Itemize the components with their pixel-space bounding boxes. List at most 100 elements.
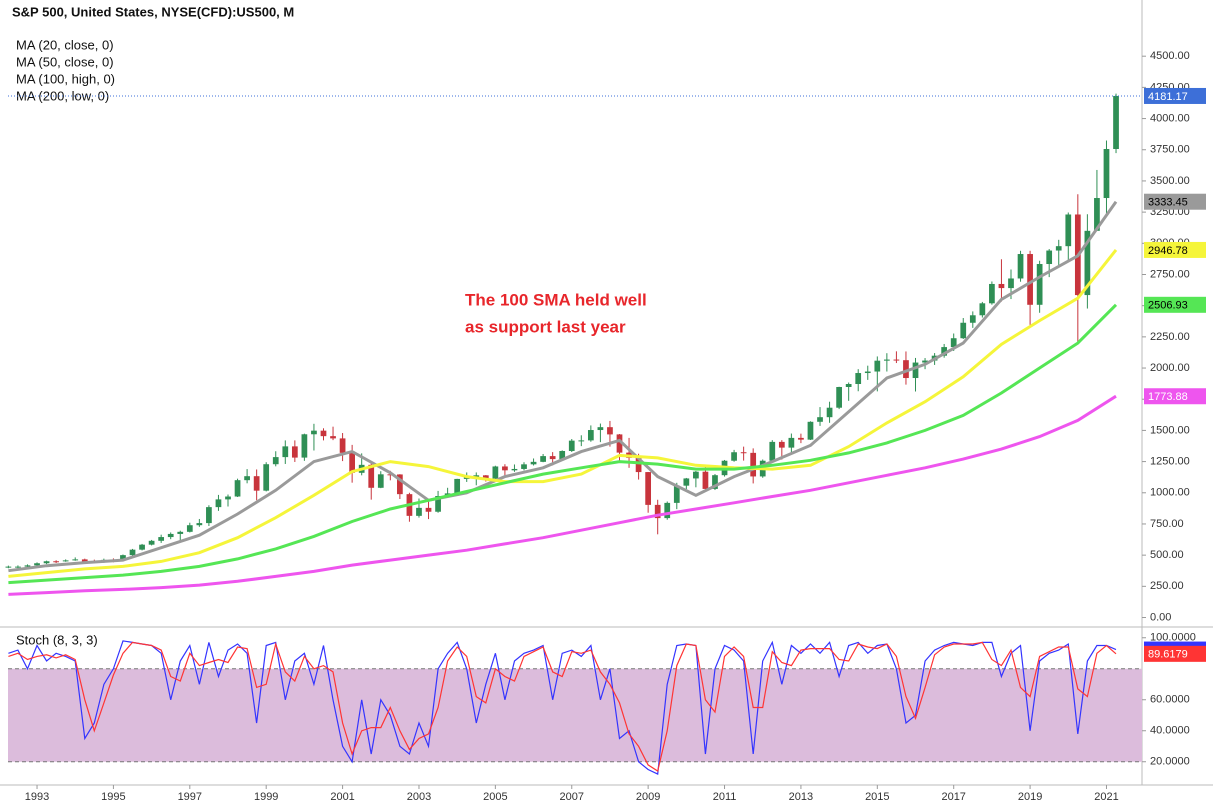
ma-last-value-box (1144, 241, 1206, 258)
candle-body (502, 466, 508, 471)
candle-body (196, 523, 203, 526)
candle-body (148, 540, 155, 545)
candle-body (387, 474, 394, 476)
candle-body (950, 338, 957, 348)
x-tick-label: 2019 (1018, 791, 1042, 803)
legend-entry: MA (50, close, 0) (16, 54, 114, 69)
candle-body (683, 478, 690, 486)
candle-body (635, 457, 642, 473)
moving-average (8, 394, 1117, 596)
candle-body (769, 441, 776, 461)
candle-body (24, 565, 31, 567)
x-tick-label: 2007 (560, 791, 584, 803)
candle-body (1094, 198, 1100, 231)
x-tick-label: 2003 (407, 791, 431, 803)
y-tick-label: 2250.00 (1150, 331, 1190, 343)
candle-body (435, 496, 441, 512)
candle-body (702, 471, 709, 489)
candle-body (1103, 149, 1110, 199)
candle-body (578, 440, 585, 442)
candle-body (177, 531, 184, 534)
candle-body (1055, 246, 1062, 251)
candle-body (225, 496, 231, 500)
candle-body (607, 427, 613, 435)
moving-average (8, 200, 1118, 573)
ma-last-value: 2946.78 (1148, 245, 1188, 257)
candle-body (53, 561, 59, 563)
candle-body (788, 437, 795, 448)
candle-body (807, 421, 814, 440)
candle-body (377, 474, 384, 488)
candle-body (291, 446, 298, 458)
x-tick-label: 2005 (483, 791, 507, 803)
candle-body (244, 476, 250, 481)
x-tick-label: 1999 (254, 791, 278, 803)
candle-body (330, 436, 336, 439)
x-tick-label: 2017 (941, 791, 965, 803)
x-tick-label: 1997 (178, 791, 202, 803)
candle-body (1017, 254, 1024, 279)
legend-entry: MA (100, high, 0) (16, 71, 115, 86)
candle-body (15, 566, 21, 568)
candle-body (893, 359, 900, 361)
candle-body (263, 464, 270, 491)
candle-body (349, 452, 355, 473)
candle-body (855, 373, 862, 385)
candle-body (34, 563, 40, 566)
ma-last-value: 3333.45 (1148, 197, 1188, 209)
x-tick-label: 2021 (1094, 791, 1118, 803)
candle-body (836, 387, 842, 408)
y-tick-label: 3750.00 (1150, 144, 1190, 156)
candle-body (521, 464, 527, 469)
candle-body (186, 525, 193, 532)
candle-body (960, 322, 967, 339)
last-price: 4181.17 (1148, 91, 1188, 103)
candle-body (5, 566, 12, 568)
candle-body (645, 472, 652, 505)
candle-body (234, 480, 241, 497)
candle-body (43, 561, 50, 564)
candle-body (72, 559, 79, 561)
candle-body (1008, 278, 1014, 289)
band (8, 668, 1142, 762)
candle-body (158, 537, 165, 541)
candle-body (492, 466, 499, 479)
candle-body (339, 438, 346, 453)
candle-body (587, 430, 594, 441)
x-tick-label: 2009 (636, 791, 660, 803)
candle-body (654, 504, 661, 519)
candle-body (731, 452, 737, 461)
candle-body (998, 283, 1005, 289)
y-tick-label: 750.00 (1150, 518, 1184, 530)
candle-body (864, 371, 871, 374)
candle-body (311, 430, 317, 435)
candle-body (482, 475, 489, 479)
candle-body (559, 450, 566, 460)
candle-body (129, 549, 136, 556)
candle-body (750, 452, 757, 477)
moving-average (8, 303, 1118, 585)
candle-body (778, 441, 785, 448)
stoch-line (8, 640, 1117, 776)
y-tick-label: 500.00 (1150, 549, 1184, 561)
candle-body (549, 456, 556, 460)
legend-entry: MA (20, close, 0) (16, 37, 114, 52)
moving-average (8, 248, 1118, 578)
y-tick-label: 20.0000 (1150, 756, 1190, 768)
y-tick-label: 0.00 (1150, 611, 1171, 623)
y-tick-label: 60.0000 (1150, 694, 1190, 706)
y-tick-label: 4500.00 (1150, 50, 1190, 62)
candle-body (320, 430, 327, 437)
x-tick-label: 2011 (713, 791, 737, 803)
candle-body (1065, 214, 1072, 247)
y-tick-label: 250.00 (1150, 580, 1184, 592)
candle-body (253, 476, 260, 491)
candle-body (673, 485, 680, 503)
candle-body (912, 362, 919, 379)
candle-body (597, 427, 604, 431)
y-tick-label: 1000.00 (1150, 487, 1190, 499)
candle-body (1046, 250, 1053, 265)
candle-body (693, 471, 699, 479)
